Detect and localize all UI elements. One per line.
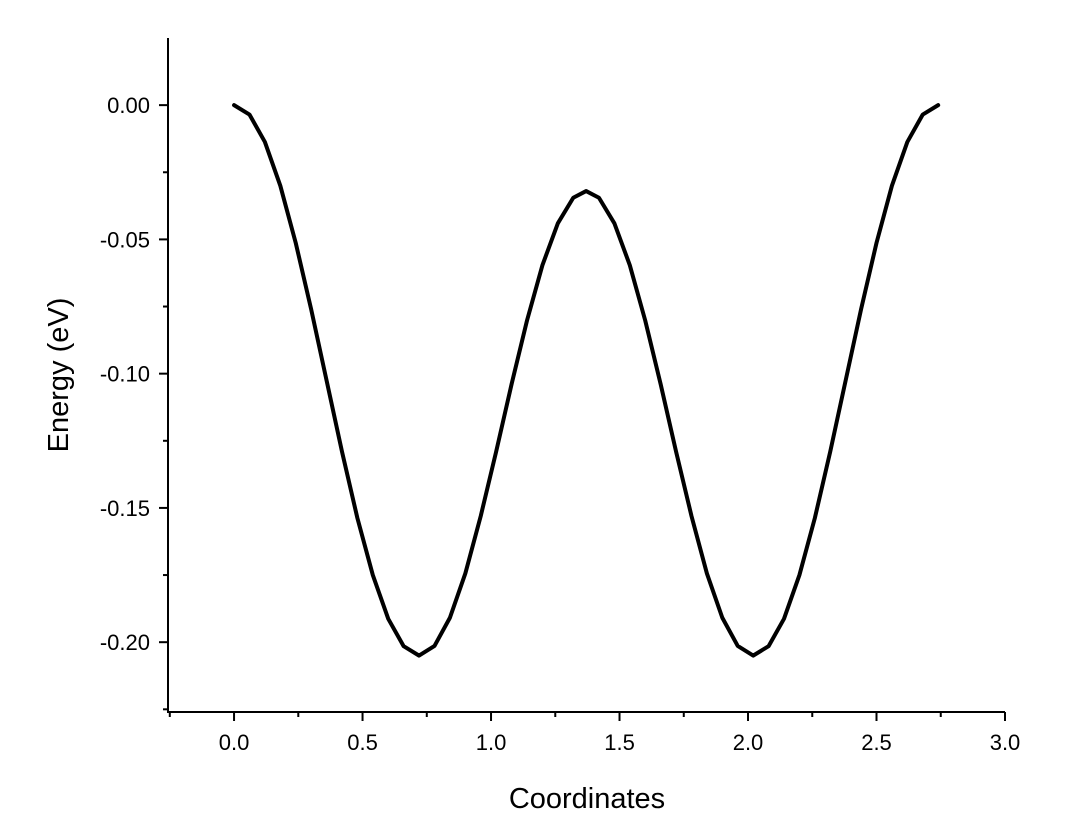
y-tick-label: 0.00 bbox=[107, 93, 150, 118]
x-tick-label: 0.5 bbox=[347, 730, 378, 755]
x-tick-label: 2.5 bbox=[861, 730, 892, 755]
y-axis-title: Energy (eV) bbox=[43, 298, 75, 453]
x-tick-label: 2.0 bbox=[733, 730, 764, 755]
line-series bbox=[232, 103, 941, 658]
y-tick-label: -0.20 bbox=[100, 630, 150, 655]
x-axis-title: Coordinates bbox=[509, 783, 665, 815]
x-tick-label: 0.0 bbox=[219, 730, 250, 755]
x-tick-label: 1.0 bbox=[476, 730, 507, 755]
x-tick-label: 3.0 bbox=[990, 730, 1021, 755]
x-tick-label: 1.5 bbox=[604, 730, 635, 755]
y-tick-label: -0.10 bbox=[100, 362, 150, 387]
y-tick-label: -0.15 bbox=[100, 496, 150, 521]
y-tick-label: -0.05 bbox=[100, 227, 150, 252]
